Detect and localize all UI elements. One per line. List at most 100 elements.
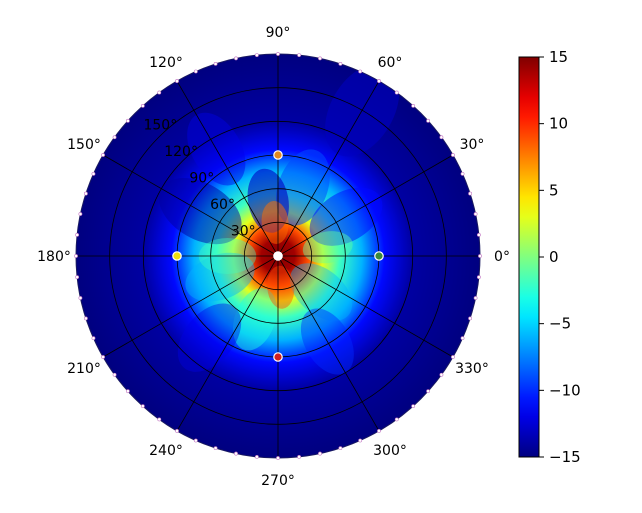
texture-blob-2 xyxy=(185,252,255,302)
boundary-dot-15 xyxy=(276,52,280,56)
boundary-dot-9 xyxy=(394,90,399,95)
boundary-dot-43 xyxy=(234,451,238,456)
angular-gridline-10 xyxy=(277,255,380,432)
data-marker-4 xyxy=(273,251,283,261)
angular-tick-label-8: 240° xyxy=(149,443,183,459)
boundary-dot-22 xyxy=(140,103,145,108)
angular-tick-label-0: 0° xyxy=(494,249,510,265)
radial-tick-label-1: 60° xyxy=(210,197,235,213)
boundary-dot-59 xyxy=(476,275,481,280)
boundary-dot-39 xyxy=(157,417,162,422)
angular-tick-label-2: 60° xyxy=(378,55,403,71)
boundary-dot-41 xyxy=(193,438,198,443)
polar-axes: 0° 30° 60° 90° 120° 150° 180° 210° 240° 270° 300° 3… xyxy=(37,25,510,489)
angular-tick-label-6: 180° xyxy=(37,249,71,265)
data-markers xyxy=(172,150,384,362)
boundary-dot-11 xyxy=(358,69,363,74)
boundary-dot-30 xyxy=(74,254,78,258)
angular-tick-labels: 0° 30° 60° 90° 120° 150° 180° 210° 240° 270° 300° 3… xyxy=(37,25,510,489)
boundary-dot-50 xyxy=(377,429,381,433)
boundary-dot-23 xyxy=(125,118,130,123)
boundary-dot-0 xyxy=(478,254,482,258)
angular-gridline-1 xyxy=(277,154,454,257)
boundary-dot-35 xyxy=(101,355,105,359)
boundary-dot-48 xyxy=(338,446,343,451)
colorbar-bar xyxy=(518,56,540,458)
boundary-dot-17 xyxy=(234,56,238,61)
colorbar-ticks: 15 10 5 0 −5 −10 −15 xyxy=(539,48,581,466)
texture-blob-10 xyxy=(177,303,242,372)
radial-tick-label-3: 120° xyxy=(164,144,198,160)
boundary-dot-4 xyxy=(460,171,465,176)
radial-tick-label-4: 150° xyxy=(143,117,177,133)
boundary-dot-52 xyxy=(411,404,416,409)
boundary-dot-54 xyxy=(439,372,444,377)
boundary-dot-34 xyxy=(91,336,96,341)
boundary-dot-24 xyxy=(112,135,117,140)
radial-tick-labels: 30° 60° 90° 120° 150° xyxy=(143,117,255,239)
colorbar-tick-label-5: −10 xyxy=(549,381,581,399)
boundary-dot-38 xyxy=(140,404,145,409)
boundary-dot-45 xyxy=(276,456,280,460)
boundary-dot-28 xyxy=(78,212,83,216)
boundary-dot-16 xyxy=(254,53,259,58)
radial-tick-label-2: 90° xyxy=(189,170,214,186)
colorbar-tick-label-4: −5 xyxy=(549,315,571,333)
boundary-dot-42 xyxy=(213,446,218,451)
colorbar-tick-label-0: 15 xyxy=(549,48,568,66)
boundary-dot-36 xyxy=(112,372,117,377)
boundary-dot-56 xyxy=(460,336,465,341)
boundary-dot-58 xyxy=(473,296,478,300)
colorbar-tick-label-2: 5 xyxy=(549,181,559,199)
boundary-dot-12 xyxy=(338,61,343,66)
angular-tick-label-3: 90° xyxy=(266,25,291,41)
boundary-dot-25 xyxy=(101,153,105,157)
colorbar-tick-label-6: −15 xyxy=(549,448,581,466)
angular-gridline-7 xyxy=(102,255,279,358)
texture-blob-4 xyxy=(289,263,353,321)
boundary-dot-46 xyxy=(297,454,302,459)
texture-blob-14 xyxy=(267,265,295,309)
data-marker-2 xyxy=(172,251,182,261)
texture-blob-0 xyxy=(276,149,330,226)
boundary-dot-20 xyxy=(175,79,179,83)
angular-gridline-11 xyxy=(277,255,454,358)
boundary-dot-14 xyxy=(297,53,302,58)
angular-gridline-2 xyxy=(277,80,380,257)
boundary-dot-51 xyxy=(394,417,399,422)
angular-tick-label-10: 300° xyxy=(373,443,407,459)
boundary-dot-32 xyxy=(78,296,83,300)
boundary-dot-29 xyxy=(75,232,80,237)
boundary-dot-19 xyxy=(193,69,198,74)
data-marker-3 xyxy=(273,352,283,362)
angular-tick-label-9: 270° xyxy=(261,473,295,489)
boundary-dot-2 xyxy=(473,212,478,216)
boundary-dot-49 xyxy=(358,438,363,443)
boundary-dot-27 xyxy=(83,191,88,196)
boundary-dot-6 xyxy=(439,135,444,140)
angular-tick-label-4: 120° xyxy=(149,55,183,71)
angular-tick-label-11: 330° xyxy=(455,361,489,377)
boundary-dot-26 xyxy=(91,171,96,176)
angular-gridline-8 xyxy=(176,255,279,432)
angular-tick-label-7: 210° xyxy=(67,361,101,377)
boundary-dot-44 xyxy=(254,454,259,459)
angular-gridline-5 xyxy=(102,154,279,257)
boundary-dot-47 xyxy=(318,451,322,456)
radial-tick-label-0: 30° xyxy=(231,223,256,239)
boundary-dot-53 xyxy=(426,389,431,394)
colorbar-tick-label-3: 0 xyxy=(549,248,559,266)
boundary-dot-33 xyxy=(83,316,88,321)
boundary-dot-57 xyxy=(468,316,473,321)
boundary-dot-10 xyxy=(377,79,381,83)
boundary-dot-5 xyxy=(451,153,455,157)
boundary-dot-37 xyxy=(125,389,130,394)
angular-tick-label-1: 30° xyxy=(460,137,485,153)
data-marker-0 xyxy=(374,251,384,261)
boundary-markers xyxy=(74,52,482,460)
colorbar: 15 10 5 0 −5 −10 −15 xyxy=(518,48,581,466)
angular-gridline-4 xyxy=(176,80,279,257)
texture-blob-8 xyxy=(302,231,353,264)
angular-gridlines xyxy=(76,54,480,458)
